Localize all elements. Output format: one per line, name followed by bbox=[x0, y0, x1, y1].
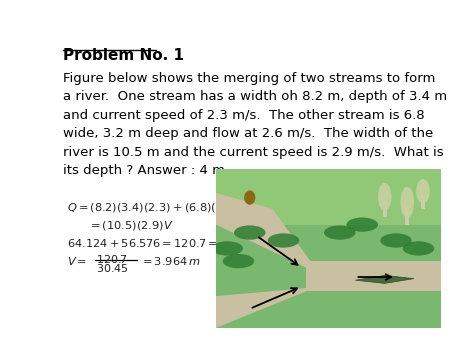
Text: $Q = (8.2)(3.4)(2.3) + (6.8)(3.2)(2.6)$: $Q = (8.2)(3.4)(2.3) + (6.8)(3.2)(2.6)$ bbox=[67, 201, 265, 214]
Polygon shape bbox=[356, 275, 414, 283]
Ellipse shape bbox=[378, 183, 392, 211]
Text: $120.7$: $120.7$ bbox=[96, 253, 128, 265]
Text: Figure below shows the merging of two streams to form
a river.  One stream has a: Figure below shows the merging of two st… bbox=[63, 72, 447, 177]
Polygon shape bbox=[216, 288, 306, 328]
Polygon shape bbox=[216, 193, 310, 267]
Ellipse shape bbox=[403, 241, 434, 256]
Ellipse shape bbox=[244, 190, 256, 205]
Ellipse shape bbox=[324, 225, 356, 240]
Bar bbox=[405, 207, 409, 224]
Ellipse shape bbox=[346, 217, 378, 232]
Ellipse shape bbox=[223, 254, 254, 268]
Polygon shape bbox=[306, 261, 441, 291]
Bar bbox=[383, 201, 387, 217]
Bar bbox=[421, 195, 425, 209]
Ellipse shape bbox=[380, 233, 412, 248]
Text: Problem No. 1: Problem No. 1 bbox=[63, 48, 184, 63]
Text: $= (10.5)(2.9)V$: $= (10.5)(2.9)V$ bbox=[88, 219, 173, 232]
Ellipse shape bbox=[400, 187, 414, 218]
Text: $30.45$: $30.45$ bbox=[96, 262, 129, 274]
Ellipse shape bbox=[234, 225, 266, 240]
Ellipse shape bbox=[212, 241, 243, 256]
Text: $64.124 + 56.576 = 120.7 = (30.45)V$: $64.124 + 56.576 = 120.7 = (30.45)V$ bbox=[67, 237, 271, 250]
Ellipse shape bbox=[268, 233, 299, 248]
Bar bbox=[216, 169, 441, 224]
Text: $V =$: $V =$ bbox=[67, 255, 87, 267]
Text: $= 3.964\,m$: $= 3.964\,m$ bbox=[140, 255, 201, 267]
Ellipse shape bbox=[416, 179, 430, 203]
